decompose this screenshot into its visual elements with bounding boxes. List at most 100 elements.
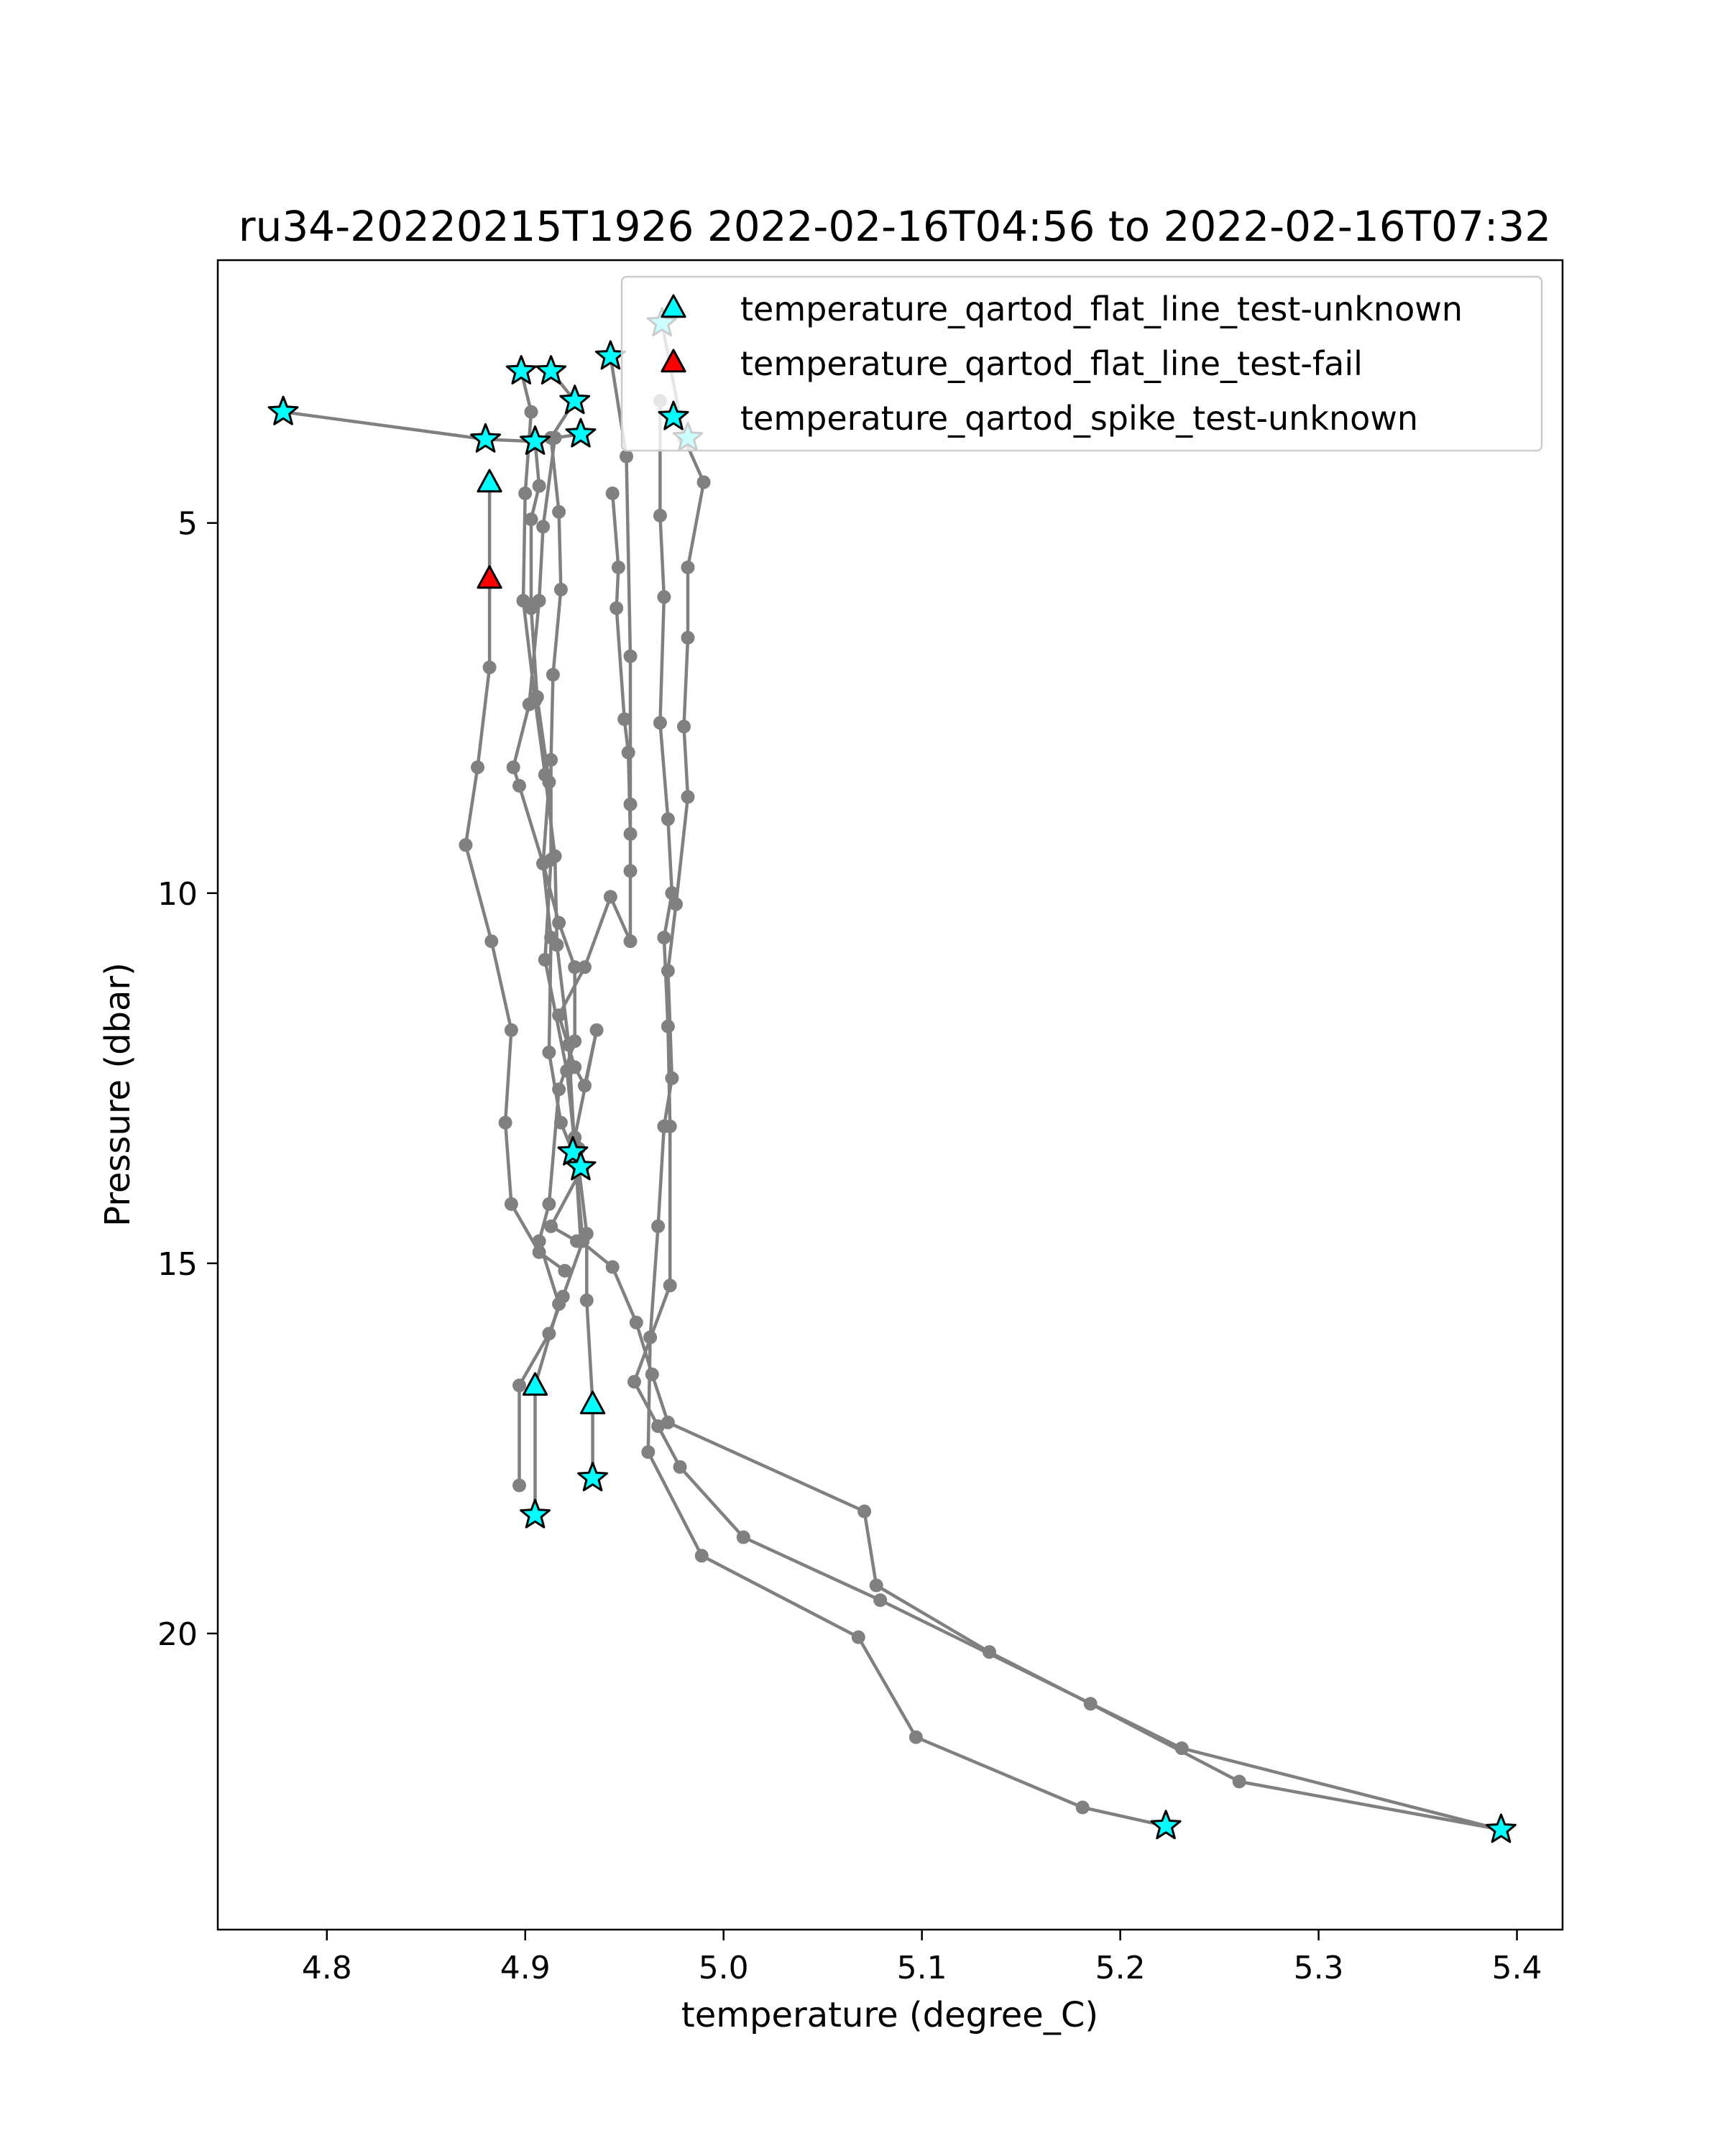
profile-line-8 xyxy=(646,323,1167,1828)
profile-point xyxy=(736,1530,750,1544)
spike-test-unknown-marker xyxy=(1150,1810,1182,1840)
legend: temperature_qartod_flat_line_test-unknow… xyxy=(620,275,1543,452)
profile-line-9 xyxy=(610,493,632,834)
spike-test-unknown-marker xyxy=(1486,1813,1517,1843)
profile-point xyxy=(504,1197,518,1211)
profile-point xyxy=(512,778,526,793)
profile-point xyxy=(522,697,536,711)
profile-point xyxy=(873,1593,888,1608)
legend-triangle-icon xyxy=(661,294,686,318)
flat-line-test-unknown-marker xyxy=(579,1391,606,1414)
profile-point xyxy=(1174,1741,1189,1756)
profile-point xyxy=(568,1034,582,1049)
profile-point xyxy=(643,1330,658,1345)
profile-line-7 xyxy=(632,400,1502,1832)
flat-line-test-fail-marker xyxy=(477,565,502,589)
profile-point xyxy=(1075,1800,1090,1815)
profile-point xyxy=(544,752,558,767)
y-tick-label: 5 xyxy=(178,506,198,543)
x-axis-label: temperature (degree_C) xyxy=(681,1995,1098,2035)
profile-point xyxy=(578,960,592,975)
spike-test-unknown-marker xyxy=(577,1462,608,1492)
profile-point xyxy=(512,1378,526,1393)
profile-point xyxy=(578,1079,592,1093)
profile-point xyxy=(536,520,551,534)
profile-point xyxy=(589,1023,604,1037)
profile-point xyxy=(536,857,551,871)
x-tick-label: 4.8 xyxy=(302,1950,352,1986)
profile-point xyxy=(681,790,695,804)
profile-point xyxy=(657,1119,671,1133)
profile-point xyxy=(532,594,546,608)
profile-point xyxy=(657,931,671,945)
profile-point xyxy=(459,838,473,852)
y-tick-label: 20 xyxy=(157,1616,198,1653)
profile-point xyxy=(696,475,711,489)
profile-point xyxy=(532,1234,546,1248)
spike-test-unknown-marker xyxy=(505,355,537,384)
profile-point xyxy=(544,1219,558,1233)
profile-point xyxy=(661,812,675,826)
spike-test-unknown-marker xyxy=(470,423,501,453)
profile-point xyxy=(621,745,635,760)
legend-frame xyxy=(620,275,1543,452)
profile-point xyxy=(611,561,625,574)
profile-point xyxy=(663,1279,677,1293)
profile-point xyxy=(661,964,675,978)
spike-test-unknown-marker xyxy=(520,425,551,455)
profile-point xyxy=(542,1045,556,1059)
profile-point xyxy=(657,590,671,604)
profile-point xyxy=(908,1730,923,1744)
legend-star-icon xyxy=(658,400,689,430)
x-tick-label: 5.2 xyxy=(1095,1950,1146,1986)
profile-point xyxy=(546,668,560,682)
profile-point xyxy=(553,582,568,596)
profile-point xyxy=(532,1245,546,1259)
spike-test-unknown-marker xyxy=(565,1151,597,1181)
profile-point xyxy=(620,449,633,464)
flat-line-test-unknown-marker xyxy=(477,469,502,493)
profile-point xyxy=(552,1008,566,1023)
y-tick-label: 15 xyxy=(157,1246,198,1283)
y-axis-label: Pressure (dbar) xyxy=(98,962,138,1227)
y-tick-label: 10 xyxy=(157,876,198,913)
profile-point xyxy=(1083,1697,1098,1711)
profile-point xyxy=(558,1263,572,1278)
profile-point xyxy=(623,826,638,841)
legend-entry-label: temperature_qartod_flat_line_test-unknow… xyxy=(740,290,1463,328)
profile-point xyxy=(506,760,520,775)
profile-point xyxy=(532,479,546,493)
spike-test-unknown-marker xyxy=(565,418,597,448)
profile-point xyxy=(568,1060,582,1074)
x-tick-label: 4.9 xyxy=(500,1950,551,1986)
profile-point xyxy=(498,1115,512,1130)
profile-point xyxy=(504,1023,518,1037)
profile-point xyxy=(653,508,667,522)
profile-point xyxy=(552,916,566,930)
profile-point xyxy=(641,1445,656,1459)
profile-point xyxy=(623,934,638,949)
profile-point xyxy=(482,660,497,675)
profile-point xyxy=(681,630,695,645)
profile-point xyxy=(623,864,638,878)
profile-point xyxy=(570,1234,584,1248)
profile-point xyxy=(568,960,582,975)
profile-point xyxy=(552,505,566,519)
legend-entry-label: temperature_qartod_spike_test-unknown xyxy=(740,399,1418,438)
profile-point xyxy=(677,719,691,734)
spike-test-unknown-marker xyxy=(535,355,567,384)
profile-point xyxy=(524,512,538,527)
profile-point xyxy=(512,1478,526,1493)
legend-entry-label: temperature_qartod_flat_line_test-fail xyxy=(740,344,1363,383)
profile-point xyxy=(471,760,484,775)
profile-point xyxy=(665,886,679,900)
profile-point xyxy=(651,1219,666,1233)
flat-line-test-unknown-marker xyxy=(522,1372,548,1396)
spike-test-unknown-marker xyxy=(557,1135,589,1166)
profile-point xyxy=(645,1367,659,1381)
profile-point xyxy=(579,1293,594,1307)
profile-point xyxy=(518,487,533,500)
profile-points xyxy=(276,316,1508,1837)
profile-point xyxy=(542,1197,556,1211)
spike-test-unknown-marker xyxy=(267,395,299,425)
